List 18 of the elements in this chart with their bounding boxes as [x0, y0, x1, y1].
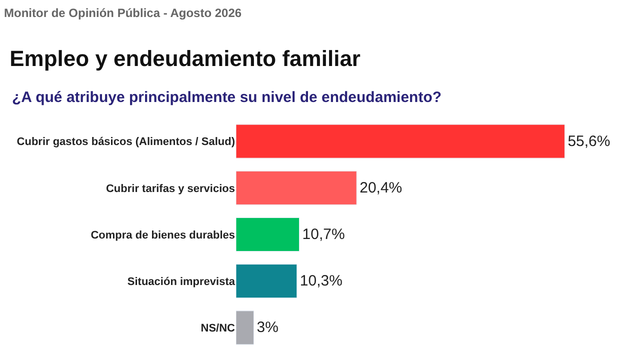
y-tick-label: Situación imprevista [127, 276, 236, 288]
chart-title: Empleo y endeudamiento familiar [10, 46, 361, 71]
y-tick-label: NS/NC [200, 322, 236, 335]
bar [236, 264, 298, 298]
data-label: 3% [256, 319, 278, 336]
data-label: 10,3% [300, 272, 342, 290]
bar [236, 124, 565, 158]
data-label: 10,7% [302, 226, 345, 243]
chart-subtitle: ¿A qué atribuye principalmente su nivel de endeudamiento? [12, 89, 442, 106]
data-label: 55,6% [568, 132, 610, 150]
bar [236, 217, 300, 252]
text: Monitor de Opinión Pública - Agosto 2026 [4, 6, 242, 20]
bar [236, 170, 357, 205]
y-tick-label: Compra de bienes durables [90, 229, 235, 242]
bar [236, 310, 254, 345]
y-tick-label: Cubrir tarifas y servicios [106, 182, 235, 195]
y-tick-label: Cubrir gastos básicos (Alimentos / Salud) [16, 136, 236, 148]
data-label: 20,4% [360, 179, 402, 196]
